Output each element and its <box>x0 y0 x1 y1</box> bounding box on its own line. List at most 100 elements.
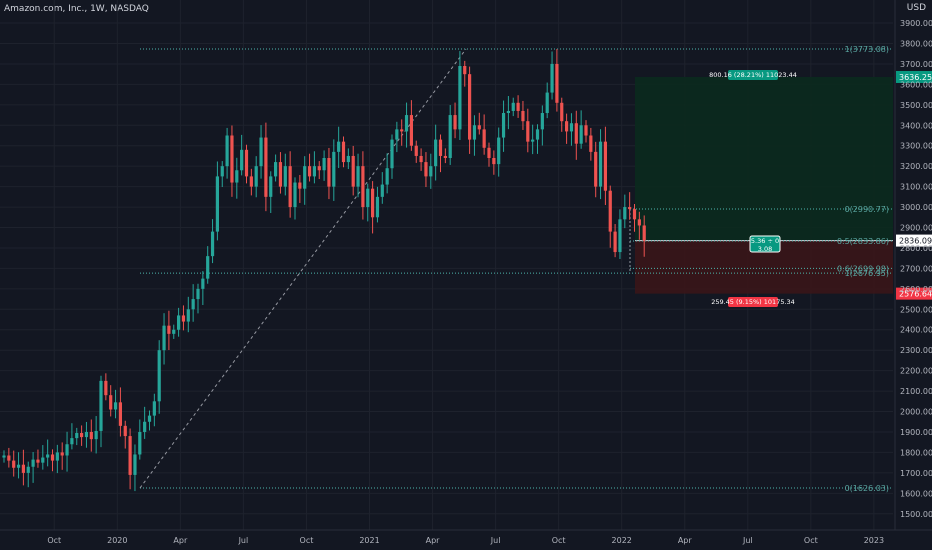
candle-body <box>283 166 287 187</box>
candle-body <box>118 402 122 426</box>
candle-body <box>36 459 40 463</box>
price-tick-label: 2100.00 <box>900 387 932 396</box>
candle-body <box>390 139 394 169</box>
candle-body <box>41 457 45 463</box>
candle-body <box>143 421 147 432</box>
candle-body <box>380 184 384 197</box>
price-tick-label: 2500.00 <box>900 305 932 314</box>
stop-price-badge-text: 2576.64 <box>899 290 932 299</box>
candle-body <box>506 110 510 114</box>
candle-body <box>341 141 346 163</box>
candle-body <box>215 176 219 232</box>
candle-body <box>113 402 118 410</box>
candle-body <box>414 145 418 156</box>
candle-body <box>438 139 443 156</box>
candle-body <box>240 149 244 171</box>
price-tick-label: 3600.00 <box>900 80 932 89</box>
position-center-label-text: 5.36 ÷ 0 <box>751 237 779 245</box>
candles <box>2 49 646 492</box>
fib-level-bottom-label: 0(1626.03) <box>845 484 889 493</box>
time-tick-label: 2022 <box>612 536 632 545</box>
candle-body <box>7 455 11 461</box>
fib-level-0618-label: 0.6(2699.98) <box>837 264 889 273</box>
candle-body <box>94 430 98 440</box>
price-tick-label: 2400.00 <box>900 326 932 335</box>
candle-body <box>584 125 588 136</box>
price-tick-label: 3400.00 <box>900 121 932 130</box>
candle-body <box>482 129 486 148</box>
candle-body <box>468 74 472 140</box>
candle-body <box>337 141 341 152</box>
candle-body <box>201 278 205 289</box>
time-axis[interactable]: Oct 2020 Apr Jul Oct 2021 Apr Jul Oct 2022 Apr Jul O… <box>0 529 932 545</box>
price-tick-label: 2700.00 <box>900 264 932 273</box>
candle-body <box>458 65 462 130</box>
price-axis[interactable]: 3900.00 3800.00 3700.00 3600.00 3500.00 3400.… <box>894 0 932 530</box>
candle-body <box>152 401 156 416</box>
candle-body <box>75 433 79 439</box>
current-price-badge <box>896 234 932 247</box>
candle-body <box>288 166 292 208</box>
candle-body <box>157 350 161 402</box>
time-tick-label: Jul <box>490 536 501 545</box>
candle-body <box>177 315 181 330</box>
fib-retracement[interactable]: 1(3773.08) 1(2676.95) 0(1626.03) 0(2990.77)… <box>139 45 893 493</box>
candle-body <box>206 256 210 279</box>
candle-body <box>443 155 447 158</box>
candle-body <box>147 415 152 422</box>
candle-body <box>264 137 268 197</box>
price-tick-label: 1900.00 <box>900 428 932 437</box>
candle-body <box>167 325 171 334</box>
price-tick-label: 3300.00 <box>900 142 932 151</box>
candle-body <box>138 431 142 455</box>
candle-body <box>637 219 641 226</box>
position-center-label <box>749 235 781 253</box>
time-tick-label: Apr <box>173 536 188 545</box>
candle-body <box>60 452 64 456</box>
time-tick-label: Apr <box>426 536 441 545</box>
candle-body <box>511 102 515 111</box>
time-tick-label: 2023 <box>864 536 884 545</box>
candle-body <box>463 65 467 75</box>
candle-body <box>531 139 535 142</box>
candle-body <box>526 121 530 142</box>
fib-level-top-label: 1(3773.08) <box>845 45 889 54</box>
candle-body <box>196 288 200 300</box>
candle-body <box>12 460 16 468</box>
time-tick-label: Oct <box>47 536 61 545</box>
candle-body <box>569 123 574 132</box>
candle-body <box>278 162 283 187</box>
candle-body <box>632 209 637 220</box>
price-tick-label: 2300.00 <box>900 346 932 355</box>
time-tick-label: Jul <box>742 536 753 545</box>
candle-body <box>109 395 113 410</box>
candle-body <box>497 137 501 165</box>
candle-body <box>395 129 399 140</box>
target-label-text: 800.16 (28.21%) 11023.44 <box>709 71 797 79</box>
candle-body <box>307 166 312 177</box>
candle-body <box>220 166 224 177</box>
candle-body <box>26 466 30 473</box>
price-tick-label: 3000.00 <box>900 203 932 212</box>
candle-body <box>31 459 35 467</box>
candle-body <box>589 135 593 152</box>
price-tick-label: 1800.00 <box>900 448 932 457</box>
candle-body <box>492 157 496 165</box>
time-tick-label: Oct <box>552 536 566 545</box>
candle-body <box>540 113 544 130</box>
candle-body <box>269 176 273 197</box>
candle-body <box>434 139 438 167</box>
price-tick-label: 2900.00 <box>900 224 932 233</box>
candle-body <box>501 113 506 138</box>
candle-body <box>274 162 278 177</box>
candle-body <box>172 329 176 334</box>
position-zones <box>635 76 893 294</box>
candle-body <box>361 166 365 208</box>
candle-body <box>424 162 428 177</box>
candle-body <box>225 135 229 167</box>
candle-body <box>235 170 239 183</box>
candle-body <box>80 433 84 438</box>
time-tick-label: Apr <box>678 536 693 545</box>
candle-body <box>84 431 89 438</box>
